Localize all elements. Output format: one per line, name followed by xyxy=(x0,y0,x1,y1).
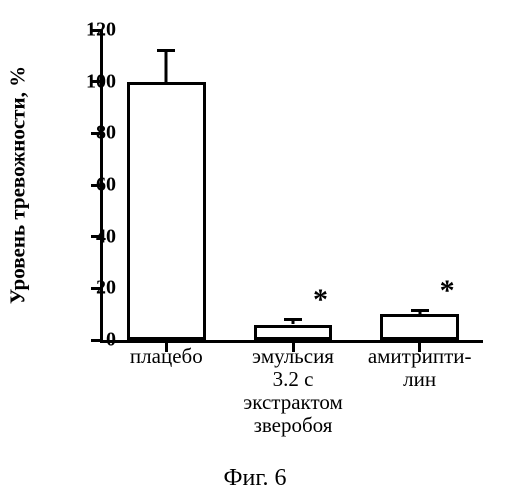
bar xyxy=(254,325,333,341)
y-tick-label: 120 xyxy=(86,19,116,42)
error-cap xyxy=(157,49,175,52)
plot-area: плацебо*эмульсия3.2 сэкстрактомзверобоя*… xyxy=(100,30,483,343)
y-axis-label: Уровень тревожности, % xyxy=(6,66,31,304)
error-bar xyxy=(165,51,168,82)
x-tick-label: амитрипти-лин xyxy=(353,345,486,391)
y-tick-label: 100 xyxy=(86,70,116,93)
error-cap xyxy=(284,318,302,321)
significance-star: * xyxy=(313,283,328,317)
y-tick-label: 0 xyxy=(106,329,116,352)
significance-star: * xyxy=(440,274,455,308)
y-tick-label: 60 xyxy=(96,174,116,197)
y-tick-label: 40 xyxy=(96,225,116,248)
x-tick-label: эмульсия3.2 сэкстрактомзверобоя xyxy=(227,345,360,437)
y-tick xyxy=(91,339,103,342)
x-tick-label: плацебо xyxy=(100,345,233,368)
y-tick-label: 80 xyxy=(96,122,116,145)
error-cap xyxy=(411,309,429,312)
bar xyxy=(127,82,206,340)
bar xyxy=(380,314,459,340)
y-tick-label: 20 xyxy=(96,277,116,300)
chart-container: Уровень тревожности, % плацебо*эмульсия3… xyxy=(0,0,510,500)
figure-caption: Фиг. 6 xyxy=(0,465,510,492)
